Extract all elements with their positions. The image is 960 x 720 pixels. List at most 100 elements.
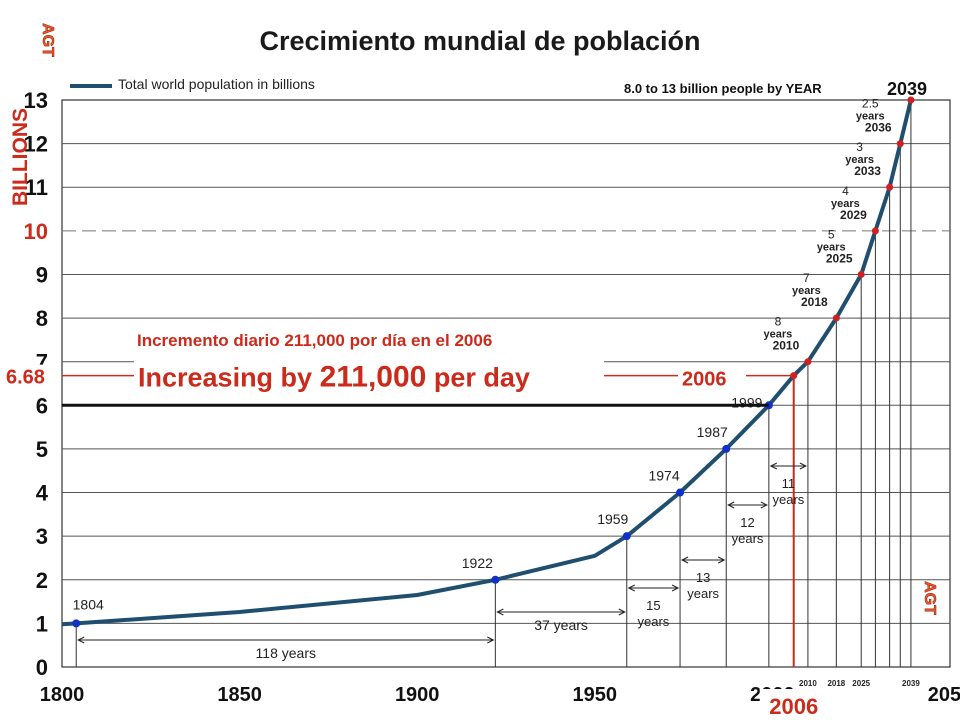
interval-number-13: 13 <box>696 570 710 585</box>
point-1974 <box>676 488 685 497</box>
axis-year-2006: 2006 <box>769 694 818 719</box>
proj-year-2018: 2018 <box>801 295 828 309</box>
point-2025 <box>857 270 865 278</box>
interval-head-left-37 <box>496 608 504 616</box>
highlight-text: Increasing by 211,000 per day <box>138 361 530 394</box>
ytick-4: 4 <box>36 481 49 506</box>
axis-2006-bg <box>759 689 828 717</box>
proj-year-2025: 2025 <box>826 251 853 265</box>
point-1987 <box>722 444 731 453</box>
highlight-text-before: Increasing by <box>138 363 320 393</box>
proj-unit-2029: years <box>831 198 860 210</box>
ytick-2: 2 <box>36 568 48 593</box>
ytick-1: 1 <box>36 611 48 636</box>
proj-year-2036: 2036 <box>865 121 892 135</box>
agt-logo-bottom-text: AGT <box>921 581 938 615</box>
xtick-1900: 1900 <box>395 684 440 706</box>
label-1922: 1922 <box>462 555 493 571</box>
highlight-value: 6.68 <box>6 367 45 389</box>
highlight-year: 2006 <box>682 369 727 391</box>
label-1987: 1987 <box>697 424 728 440</box>
agt-logo-bottom: AGT <box>921 581 939 616</box>
proj-unit-2036: years <box>856 111 885 123</box>
interval-head-right-118 <box>487 636 495 644</box>
interval-head-left-12 <box>727 501 735 509</box>
interval-number-15: 15 <box>646 598 660 613</box>
proj-gap-2018: 7 <box>803 271 810 285</box>
interval-head-left-15 <box>627 584 635 592</box>
slide-title: Crecimiento mundial de población <box>259 26 701 56</box>
point-2039 <box>907 96 915 104</box>
interval-unit-13: years <box>687 586 719 601</box>
point-2018 <box>832 314 840 322</box>
proj-year-2033: 2033 <box>854 164 881 178</box>
agt-logo-top: AGT <box>25 19 61 81</box>
ytick-12: 12 <box>24 132 48 157</box>
ytick-11: 11 <box>25 175 48 200</box>
curve-layer <box>61 99 913 627</box>
interval-unit-12: years <box>732 531 764 546</box>
projection-year: 2039 <box>887 79 927 99</box>
proj-gap-2036: 2.5 <box>862 97 879 111</box>
vertical-guides <box>75 100 912 667</box>
point-1804 <box>72 619 81 628</box>
xtick-1850: 1850 <box>217 684 262 706</box>
proj-gap-2033: 3 <box>856 140 863 154</box>
proj-gap-2025: 5 <box>828 227 835 241</box>
plot-frame <box>61 99 951 668</box>
legend-label: Total world population in billions <box>118 76 315 92</box>
highlight-text-bg <box>134 357 604 394</box>
interval-unit-15: years <box>638 614 670 629</box>
ytick-3: 3 <box>36 524 48 549</box>
legend: Total world population in billions 8.0 to… <box>70 76 927 99</box>
chart-grid <box>61 99 951 668</box>
point-2033 <box>886 183 894 191</box>
interval-number-12: 12 <box>740 515 754 530</box>
small-year-2025: 2025 <box>852 679 870 688</box>
interval-head-right-12 <box>760 501 768 509</box>
interval-label-118: 118 years <box>256 645 316 661</box>
highlight-text-number: 211,000 <box>320 361 427 394</box>
label-1974: 1974 <box>648 468 679 484</box>
projection-note: 8.0 to 13 billion people by YEAR <box>624 81 822 96</box>
small-year-2018: 2018 <box>827 679 845 688</box>
label-1959: 1959 <box>597 511 628 527</box>
interval-head-right-11 <box>799 462 808 470</box>
interval-head-left-11 <box>769 462 778 470</box>
ytick-6: 6 <box>36 393 48 418</box>
interval-head-right-37 <box>618 608 626 616</box>
xtick-1800: 1800 <box>40 684 85 706</box>
proj-year-2029: 2029 <box>840 208 867 222</box>
label-1999: 1999 <box>731 394 762 410</box>
interval-number-11: 11 <box>782 476 796 491</box>
population-curve <box>61 99 913 627</box>
interval-head-right-13 <box>718 556 726 564</box>
highlight-year-bg <box>678 363 746 388</box>
ten-bg <box>30 219 60 242</box>
ytick-0: 0 <box>36 655 48 680</box>
ytick-9: 9 <box>36 262 48 287</box>
ytick-8: 8 <box>36 306 48 331</box>
subtitle: Incremento diario 211,000 por día en el … <box>135 331 495 351</box>
highlight-value-bg <box>4 364 60 387</box>
proj-unit-2033: years <box>845 154 874 166</box>
interval-head-left-118 <box>77 636 85 644</box>
label-1804: 1804 <box>73 596 104 612</box>
highlight-annotation: 6.68 1 0 Increasing by 211,000 per day 2006 2… <box>4 219 828 719</box>
interval-unit-11: years <box>772 492 804 507</box>
point-2010 <box>804 358 812 366</box>
xtick-1950: 1950 <box>573 684 618 706</box>
ytick-13: 13 <box>24 88 48 113</box>
xtick-2050: 2050 <box>928 684 960 706</box>
point-labels: 1804192219591974198719998years20107years… <box>73 97 921 688</box>
ytick-5: 5 <box>36 437 48 462</box>
interval-head-left-13 <box>680 556 689 564</box>
proj-unit-2025: years <box>817 241 846 253</box>
agt-logo-top-text: AGT <box>39 23 56 57</box>
proj-gap-2010: 8 <box>775 315 782 329</box>
highlight-text-after: per day <box>426 363 530 393</box>
interval-head-right-15 <box>671 584 680 592</box>
point-2036 <box>896 140 904 148</box>
